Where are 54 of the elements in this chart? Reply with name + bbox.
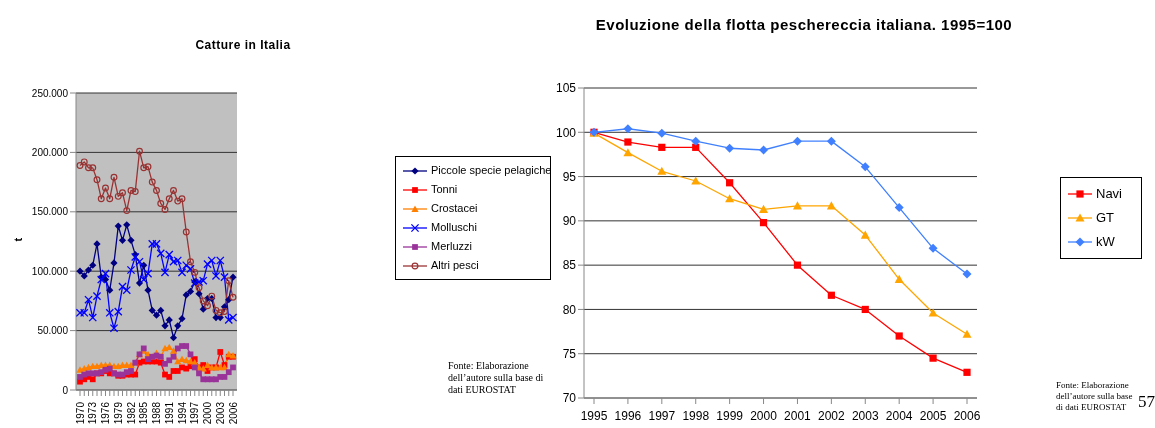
x-tick-label: 2000 <box>750 409 778 423</box>
y-tick-label: 250.000 <box>31 87 69 99</box>
x-tick-label: 1999 <box>716 409 744 423</box>
chart-title: Catture in Italia <box>194 38 292 52</box>
y-tick-label: 200.000 <box>31 146 69 158</box>
y-tick-label: 100 <box>555 125 577 140</box>
x-tick-label: 2004 <box>885 409 913 423</box>
x-tick-label: 1991 <box>163 401 175 425</box>
y-tick-label: 150.000 <box>31 206 69 218</box>
chart-title: Evoluzione della flotta peschereccia italiana. 1995=100 <box>594 16 1014 33</box>
legend-label: Merluzzi <box>431 239 472 254</box>
source-note: Fonte: Elaborazione dell’autore sulla base di dati EUROSTAT <box>448 360 545 396</box>
legend-label: Tonni <box>431 182 458 197</box>
x-tick-label: 1976 <box>100 401 111 425</box>
legend-label: Molluschi <box>431 220 477 235</box>
y-tick-label: 100.000 <box>31 265 69 277</box>
x-tick-label: 1995 <box>580 409 608 423</box>
x-tick-label: 1988 <box>151 401 162 425</box>
y-tick-label: 80 <box>562 302 577 317</box>
legend-label: GT <box>1096 209 1115 227</box>
y-tick-label: 85 <box>562 258 577 273</box>
x-tick-label: 2003 <box>214 401 226 425</box>
y-tick-label: 50.000 <box>37 325 69 337</box>
x-tick-label: 1970 <box>74 401 86 425</box>
x-tick-label: 2006 <box>227 401 239 425</box>
y-tick-label: 75 <box>562 346 577 361</box>
y-axis-title: t <box>11 237 24 242</box>
x-tick-label: 1985 <box>138 401 150 425</box>
y-tick-label: 0 <box>62 384 69 396</box>
x-tick-label: 1973 <box>87 401 99 425</box>
x-tick-label: 1979 <box>112 401 124 425</box>
x-tick-label: 2006 <box>953 409 981 423</box>
x-tick-label: 2001 <box>784 409 812 423</box>
x-tick-label: 1994 <box>176 401 188 425</box>
x-tick-label: 1982 <box>125 401 137 425</box>
x-tick-label: 1997 <box>189 401 201 425</box>
y-tick-label: 95 <box>562 169 577 184</box>
legend-label: kW <box>1096 233 1115 251</box>
legend-label: Piccole specie pelagiche <box>431 163 552 178</box>
source-note: Fonte: Elaborazione dell’autore sulla base di dati EUROSTAT <box>1056 380 1134 413</box>
x-tick-label: 1996 <box>614 409 642 423</box>
x-tick-label: 1997 <box>648 409 676 423</box>
y-tick-label: 105 <box>555 81 577 96</box>
x-tick-label: 2005 <box>919 409 947 423</box>
legend-label: Altri pesci <box>431 258 479 273</box>
x-tick-label: 2000 <box>202 401 213 425</box>
text: 57 <box>1138 392 1155 413</box>
legend-label: Crostacei <box>431 201 478 216</box>
legend-label: Navi <box>1096 185 1123 203</box>
x-tick-label: 1998 <box>682 409 710 423</box>
y-tick-label: 90 <box>562 214 577 229</box>
x-tick-label: 2002 <box>818 409 846 423</box>
y-tick-label: 70 <box>562 391 577 406</box>
x-tick-label: 2003 <box>851 409 879 423</box>
